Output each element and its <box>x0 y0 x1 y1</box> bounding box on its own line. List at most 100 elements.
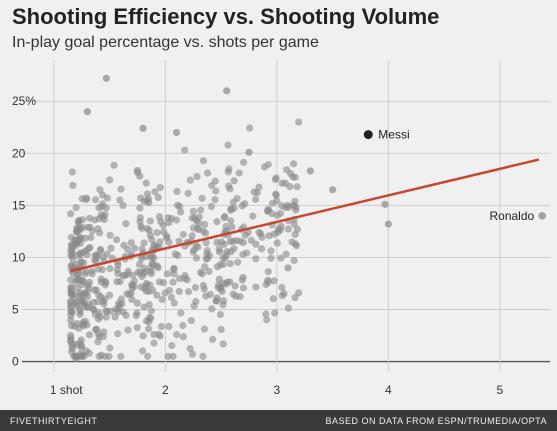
player-point <box>177 309 185 317</box>
player-point <box>145 318 153 326</box>
player-point <box>73 271 82 279</box>
player-point <box>207 202 216 211</box>
player-point <box>179 321 187 330</box>
player-point <box>179 230 187 239</box>
player-point <box>225 182 233 190</box>
trend-line <box>70 158 540 273</box>
player-point <box>187 316 195 325</box>
player-point <box>95 309 103 317</box>
player-point <box>68 168 76 176</box>
player-point <box>255 228 263 237</box>
player-point <box>192 297 200 306</box>
player-point <box>158 296 166 304</box>
player-point <box>270 277 278 285</box>
player-point <box>163 270 171 278</box>
player-point <box>278 179 286 187</box>
player-point <box>148 253 156 261</box>
player-point <box>278 283 286 291</box>
player-point <box>234 258 242 266</box>
player-point <box>71 322 79 331</box>
player-point <box>128 281 136 289</box>
player-point <box>133 166 141 175</box>
player-point <box>156 332 164 340</box>
player-point <box>183 276 191 284</box>
axis-ticks: 0 5 10 15 20 25% 1 shot 2 3 4 5 <box>12 94 503 397</box>
player-point <box>223 87 231 95</box>
player-point <box>119 201 127 210</box>
player-point <box>102 278 110 286</box>
player-point <box>170 265 178 274</box>
player-point <box>143 224 151 233</box>
player-point <box>216 248 224 256</box>
player-point <box>106 264 114 273</box>
player-point <box>224 141 232 149</box>
player-point <box>67 276 75 284</box>
player-point <box>199 352 207 360</box>
player-point <box>202 239 210 247</box>
player-point <box>165 286 173 295</box>
player-point <box>98 265 106 274</box>
player-point <box>164 214 172 222</box>
player-point <box>145 199 153 207</box>
player-point <box>94 338 102 346</box>
player-point <box>135 260 144 268</box>
player-point <box>77 234 85 242</box>
player-point <box>177 208 185 216</box>
player-point <box>276 209 285 217</box>
player-point <box>100 215 108 224</box>
player-point <box>262 310 270 318</box>
player-point <box>198 194 206 202</box>
player-point <box>96 186 104 194</box>
player-point <box>181 146 189 154</box>
player-point <box>81 270 89 278</box>
player-point <box>77 336 85 344</box>
player-point <box>78 216 87 224</box>
player-point <box>289 173 297 181</box>
player-point <box>289 201 298 209</box>
player-point <box>147 267 155 275</box>
player-point <box>145 325 153 333</box>
player-point <box>95 229 104 237</box>
player-point <box>85 278 94 286</box>
player-point <box>252 283 260 291</box>
player-point <box>223 247 231 256</box>
player-point <box>144 352 152 360</box>
player-point <box>77 342 86 350</box>
player-point <box>200 325 209 333</box>
player-point <box>173 201 182 209</box>
player-point <box>195 219 203 227</box>
player-point <box>276 226 285 234</box>
player-point <box>171 250 179 258</box>
player-point <box>329 186 337 194</box>
player-point <box>164 352 172 360</box>
player-point <box>138 245 146 253</box>
player-point <box>139 332 147 340</box>
player-point <box>270 230 278 238</box>
data-points <box>67 74 392 363</box>
player-point <box>228 223 236 231</box>
player-point <box>114 308 122 316</box>
player-point <box>267 254 275 262</box>
player-point <box>198 270 206 278</box>
player-point <box>69 181 77 190</box>
player-point <box>128 295 136 303</box>
player-point <box>156 183 164 192</box>
player-point <box>78 352 86 360</box>
player-point <box>139 124 147 132</box>
player-point <box>106 231 114 239</box>
player-point <box>98 203 106 211</box>
player-point <box>226 259 234 268</box>
player-point <box>153 229 161 237</box>
player-point <box>68 308 76 316</box>
player-point <box>143 253 151 261</box>
player-point <box>284 304 293 312</box>
player-point <box>264 278 272 286</box>
player-point <box>136 204 144 212</box>
x-tick-label: 5 <box>496 383 503 397</box>
player-point <box>129 271 137 279</box>
player-point <box>189 224 198 232</box>
player-point <box>69 345 77 353</box>
player-point <box>153 291 161 299</box>
player-point <box>290 256 298 265</box>
player-point <box>186 344 194 353</box>
